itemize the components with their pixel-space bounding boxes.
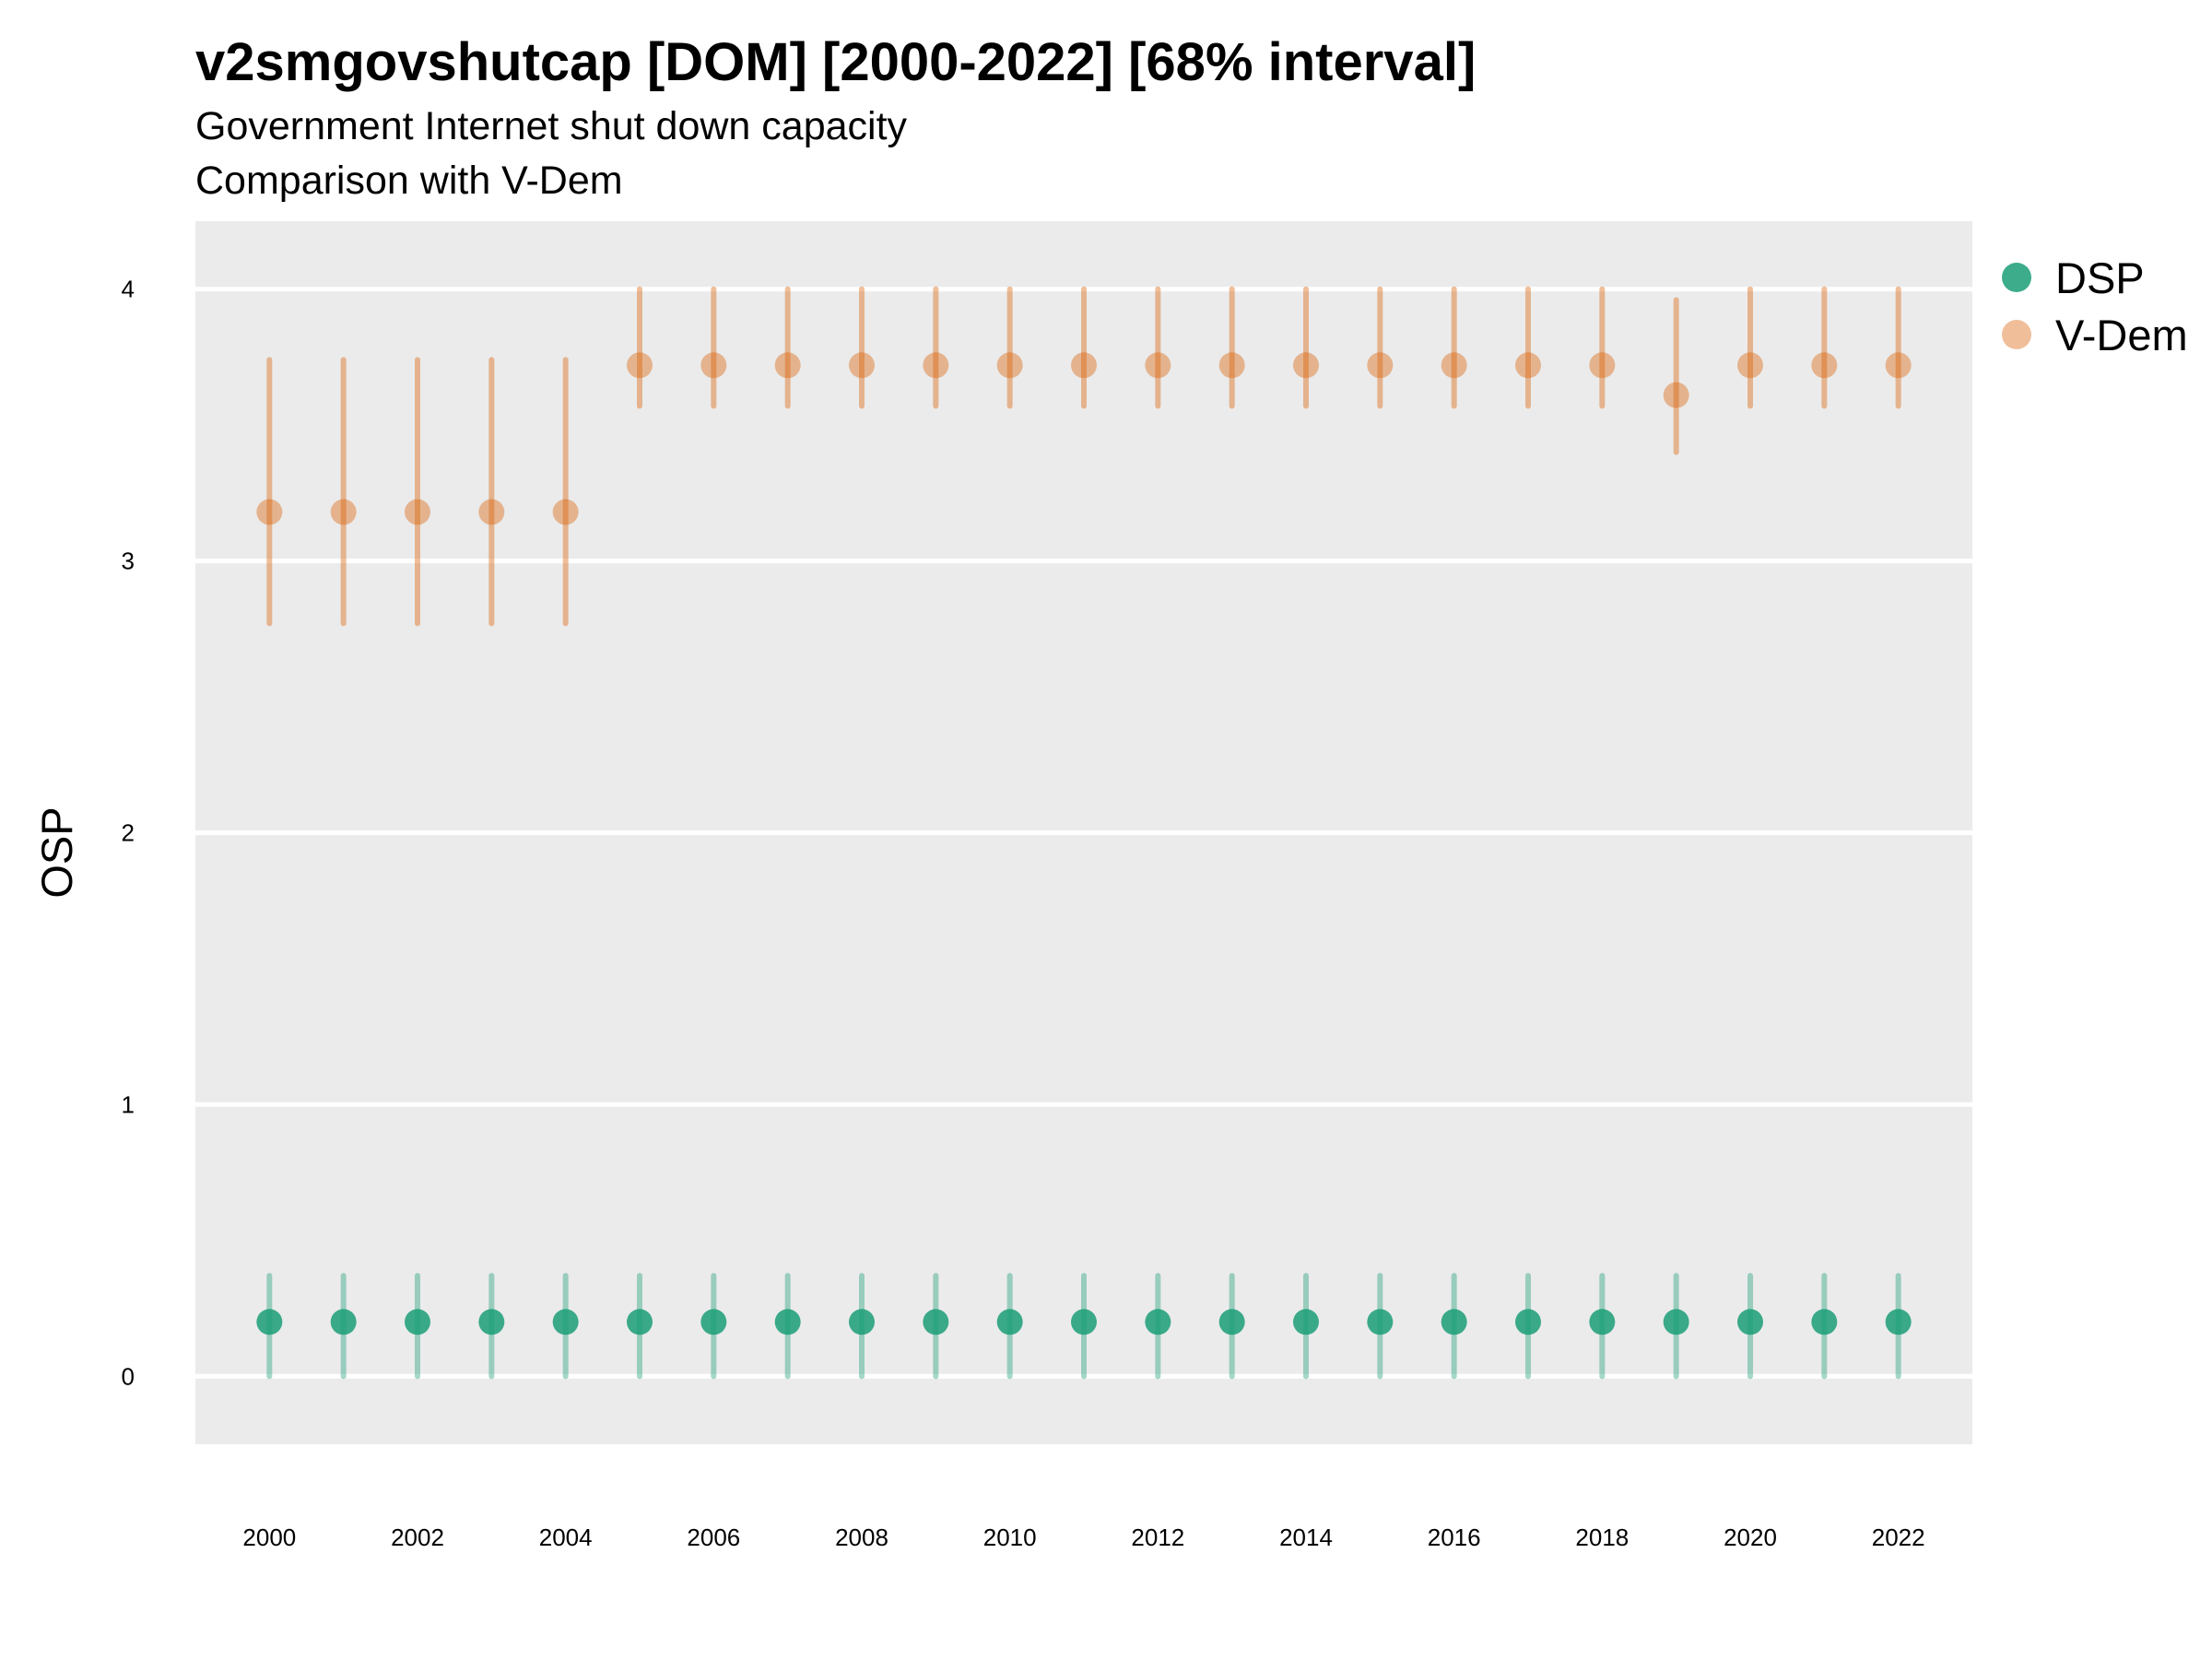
legend-label-dsp: DSP xyxy=(2055,253,2145,302)
x-tick-labels: 2000 2002 2004 2006 2008 2010 2012 2014 2016 2018… xyxy=(242,1524,1924,1551)
point-dsp-2022 xyxy=(1885,1309,1912,1335)
point-vdem-2015 xyxy=(1367,352,1394,379)
point-dsp-2017 xyxy=(1515,1309,1541,1335)
point-dsp-2002 xyxy=(405,1309,430,1335)
point-dsp-2014 xyxy=(1293,1309,1319,1335)
point-vdem-2009 xyxy=(923,352,949,379)
point-dsp-2004 xyxy=(552,1309,579,1335)
point-vdem-2003 xyxy=(478,499,505,525)
x-tick-label-2020: 2020 xyxy=(1724,1524,1777,1551)
y-tick-label-0: 0 xyxy=(122,1362,135,1390)
x-tick-label-2006: 2006 xyxy=(687,1524,740,1551)
y-tick-label-4: 4 xyxy=(122,276,135,303)
point-dsp-2003 xyxy=(478,1309,505,1335)
point-dsp-2009 xyxy=(923,1309,949,1335)
point-dsp-2013 xyxy=(1218,1309,1245,1335)
legend: DSP V-Dem xyxy=(2002,249,2188,363)
point-vdem-2002 xyxy=(405,499,430,525)
y-tick-label-2: 2 xyxy=(122,819,135,847)
point-dsp-2016 xyxy=(1441,1309,1467,1335)
y-tick-label-1: 1 xyxy=(122,1090,135,1118)
x-tick-label-2008: 2008 xyxy=(835,1524,888,1551)
x-tick-label-2022: 2022 xyxy=(1872,1524,1925,1551)
point-vdem-2012 xyxy=(1145,352,1171,379)
point-dsp-2015 xyxy=(1367,1309,1394,1335)
y-tick-label-3: 3 xyxy=(122,547,135,575)
point-vdem-2007 xyxy=(774,352,801,379)
point-vdem-2019 xyxy=(1663,382,1689,408)
grid-lines xyxy=(195,287,1972,1379)
point-vdem-2022 xyxy=(1885,352,1912,379)
point-dsp-2020 xyxy=(1737,1309,1763,1335)
x-tick-label-2012: 2012 xyxy=(1131,1524,1184,1551)
data-marks xyxy=(256,286,1912,1380)
x-tick-label-2002: 2002 xyxy=(391,1524,444,1551)
legend-key-vdem xyxy=(2002,320,2031,349)
y-tick-labels: 0 1 2 3 4 xyxy=(122,276,135,1391)
x-tick-label-2014: 2014 xyxy=(1279,1524,1333,1551)
x-tick-label-2000: 2000 xyxy=(242,1524,296,1551)
legend-label-vdem: V-Dem xyxy=(2055,310,2188,359)
point-dsp-2011 xyxy=(1071,1309,1097,1335)
point-dsp-2001 xyxy=(330,1309,357,1335)
point-dsp-2006 xyxy=(700,1309,727,1335)
point-vdem-2006 xyxy=(700,352,727,379)
chart-title: v2smgovshutcap [DOM] [2000-2022] [68% in… xyxy=(195,32,1477,92)
point-vdem-2021 xyxy=(1811,352,1838,379)
point-vdem-2013 xyxy=(1218,352,1245,379)
point-vdem-2001 xyxy=(330,499,357,525)
point-dsp-2012 xyxy=(1145,1309,1171,1335)
point-vdem-2018 xyxy=(1589,352,1616,379)
y-axis-label: OSP xyxy=(32,806,81,898)
point-vdem-2017 xyxy=(1515,352,1541,379)
chart-subtitle-line-1: Government Internet shut down capacity xyxy=(195,104,908,148)
point-vdem-2010 xyxy=(996,352,1023,379)
point-vdem-2016 xyxy=(1441,352,1467,379)
point-vdem-2020 xyxy=(1737,352,1763,379)
point-dsp-2010 xyxy=(996,1309,1023,1335)
point-vdem-2011 xyxy=(1071,352,1097,379)
point-dsp-2005 xyxy=(627,1309,653,1335)
point-dsp-2000 xyxy=(256,1309,283,1335)
point-vdem-2004 xyxy=(552,499,579,525)
point-vdem-2000 xyxy=(256,499,283,525)
point-vdem-2008 xyxy=(849,352,875,379)
legend-item-vdem: V-Dem xyxy=(2002,306,2188,363)
point-dsp-2008 xyxy=(849,1309,875,1335)
point-dsp-2019 xyxy=(1663,1309,1689,1335)
x-tick-label-2018: 2018 xyxy=(1575,1524,1629,1551)
point-dsp-2018 xyxy=(1589,1309,1616,1335)
legend-item-dsp: DSP xyxy=(2002,249,2188,306)
x-tick-label-2016: 2016 xyxy=(1428,1524,1481,1551)
chart-subtitle-line-2: Comparison with V-Dem xyxy=(195,159,623,203)
point-dsp-2021 xyxy=(1811,1309,1838,1335)
point-vdem-2014 xyxy=(1293,352,1319,379)
x-tick-label-2004: 2004 xyxy=(539,1524,593,1551)
point-dsp-2007 xyxy=(774,1309,801,1335)
point-vdem-2005 xyxy=(627,352,653,379)
x-tick-label-2010: 2010 xyxy=(983,1524,1037,1551)
legend-key-dsp xyxy=(2002,263,2031,292)
